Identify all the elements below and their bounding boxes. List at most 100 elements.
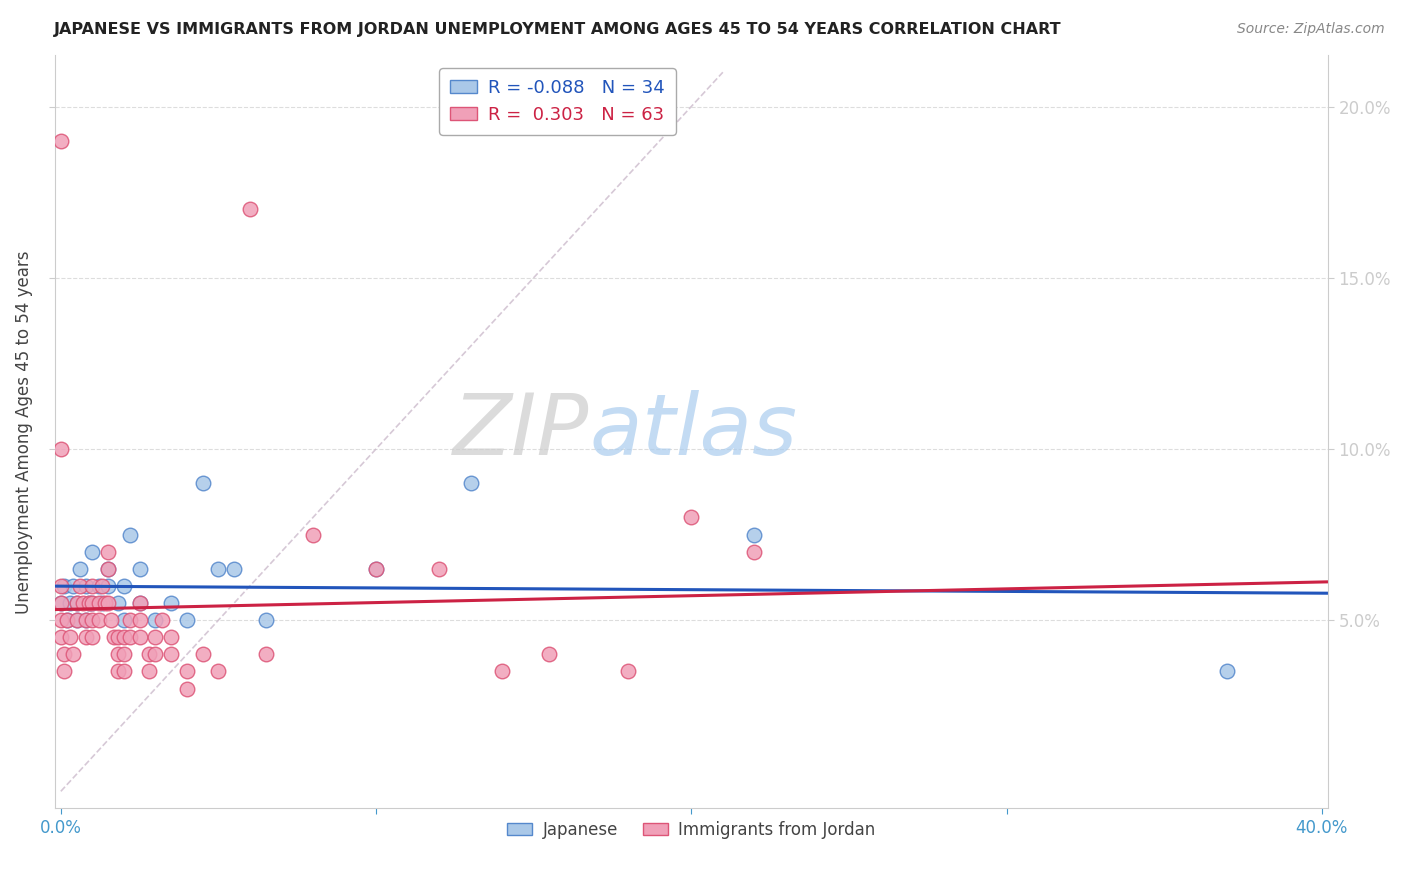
Point [75, 579, 97, 593]
Point [138, 665, 160, 679]
Point [254, 648, 277, 662]
Point [72, 596, 94, 610]
Point [744, 527, 766, 541]
Point [65, 596, 87, 610]
Point [120, 613, 142, 627]
Point [49, 134, 72, 148]
Point [97, 596, 120, 610]
Point [100, 613, 122, 627]
Text: JAPANESE VS IMMIGRANTS FROM JORDAN UNEMPLOYMENT AMONG AGES 45 TO 54 YEARS CORREL: JAPANESE VS IMMIGRANTS FROM JORDAN UNEMP… [53, 22, 1062, 37]
Point [112, 613, 135, 627]
Point [65, 613, 87, 627]
Point [538, 648, 561, 662]
Point [239, 202, 262, 217]
Point [1216, 665, 1239, 679]
Point [87, 613, 110, 627]
Point [69, 579, 91, 593]
Point [97, 579, 120, 593]
Point [97, 562, 120, 576]
Point [75, 613, 97, 627]
Point [59, 630, 82, 644]
Point [207, 665, 229, 679]
Point [82, 630, 104, 644]
Point [82, 613, 104, 627]
Point [160, 648, 183, 662]
Point [75, 613, 97, 627]
Point [49, 630, 72, 644]
Point [207, 562, 229, 576]
Point [87, 596, 110, 610]
Point [59, 596, 82, 610]
Point [427, 562, 450, 576]
Legend: Japanese, Immigrants from Jordan: Japanese, Immigrants from Jordan [501, 814, 882, 846]
Point [145, 648, 167, 662]
Text: ZIP: ZIP [453, 391, 589, 474]
Point [145, 613, 167, 627]
Point [65, 596, 87, 610]
Point [107, 596, 129, 610]
Point [107, 665, 129, 679]
Point [49, 596, 72, 610]
Point [77, 596, 100, 610]
Point [65, 613, 87, 627]
Point [49, 442, 72, 456]
Point [62, 648, 84, 662]
Point [90, 579, 112, 593]
Point [138, 648, 160, 662]
Point [681, 510, 703, 524]
Text: Source: ZipAtlas.com: Source: ZipAtlas.com [1237, 22, 1385, 37]
Point [82, 579, 104, 593]
Point [82, 544, 104, 558]
Y-axis label: Unemployment Among Ages 45 to 54 years: Unemployment Among Ages 45 to 54 years [15, 250, 32, 614]
Point [191, 648, 214, 662]
Point [128, 596, 150, 610]
Point [53, 579, 76, 593]
Point [53, 648, 76, 662]
Point [90, 596, 112, 610]
Point [160, 630, 183, 644]
Point [617, 665, 640, 679]
Point [69, 562, 91, 576]
Point [56, 613, 79, 627]
Point [150, 613, 173, 627]
Point [82, 596, 104, 610]
Point [112, 630, 135, 644]
Point [176, 681, 198, 696]
Point [107, 630, 129, 644]
Text: atlas: atlas [589, 391, 797, 474]
Point [224, 562, 246, 576]
Point [112, 579, 135, 593]
Point [176, 613, 198, 627]
Point [62, 579, 84, 593]
Point [491, 665, 513, 679]
Point [145, 630, 167, 644]
Point [128, 613, 150, 627]
Point [112, 665, 135, 679]
Point [460, 476, 482, 491]
Point [107, 648, 129, 662]
Point [160, 596, 183, 610]
Point [128, 630, 150, 644]
Point [75, 630, 97, 644]
Point [176, 665, 198, 679]
Point [112, 648, 135, 662]
Point [77, 596, 100, 610]
Point [94, 596, 117, 610]
Point [744, 544, 766, 558]
Point [82, 596, 104, 610]
Point [97, 544, 120, 558]
Point [364, 562, 387, 576]
Point [364, 562, 387, 576]
Point [56, 613, 79, 627]
Point [120, 630, 142, 644]
Point [120, 527, 142, 541]
Point [128, 562, 150, 576]
Point [49, 596, 72, 610]
Point [191, 476, 214, 491]
Point [103, 630, 125, 644]
Point [87, 579, 110, 593]
Point [49, 579, 72, 593]
Point [97, 562, 120, 576]
Point [128, 596, 150, 610]
Point [302, 527, 325, 541]
